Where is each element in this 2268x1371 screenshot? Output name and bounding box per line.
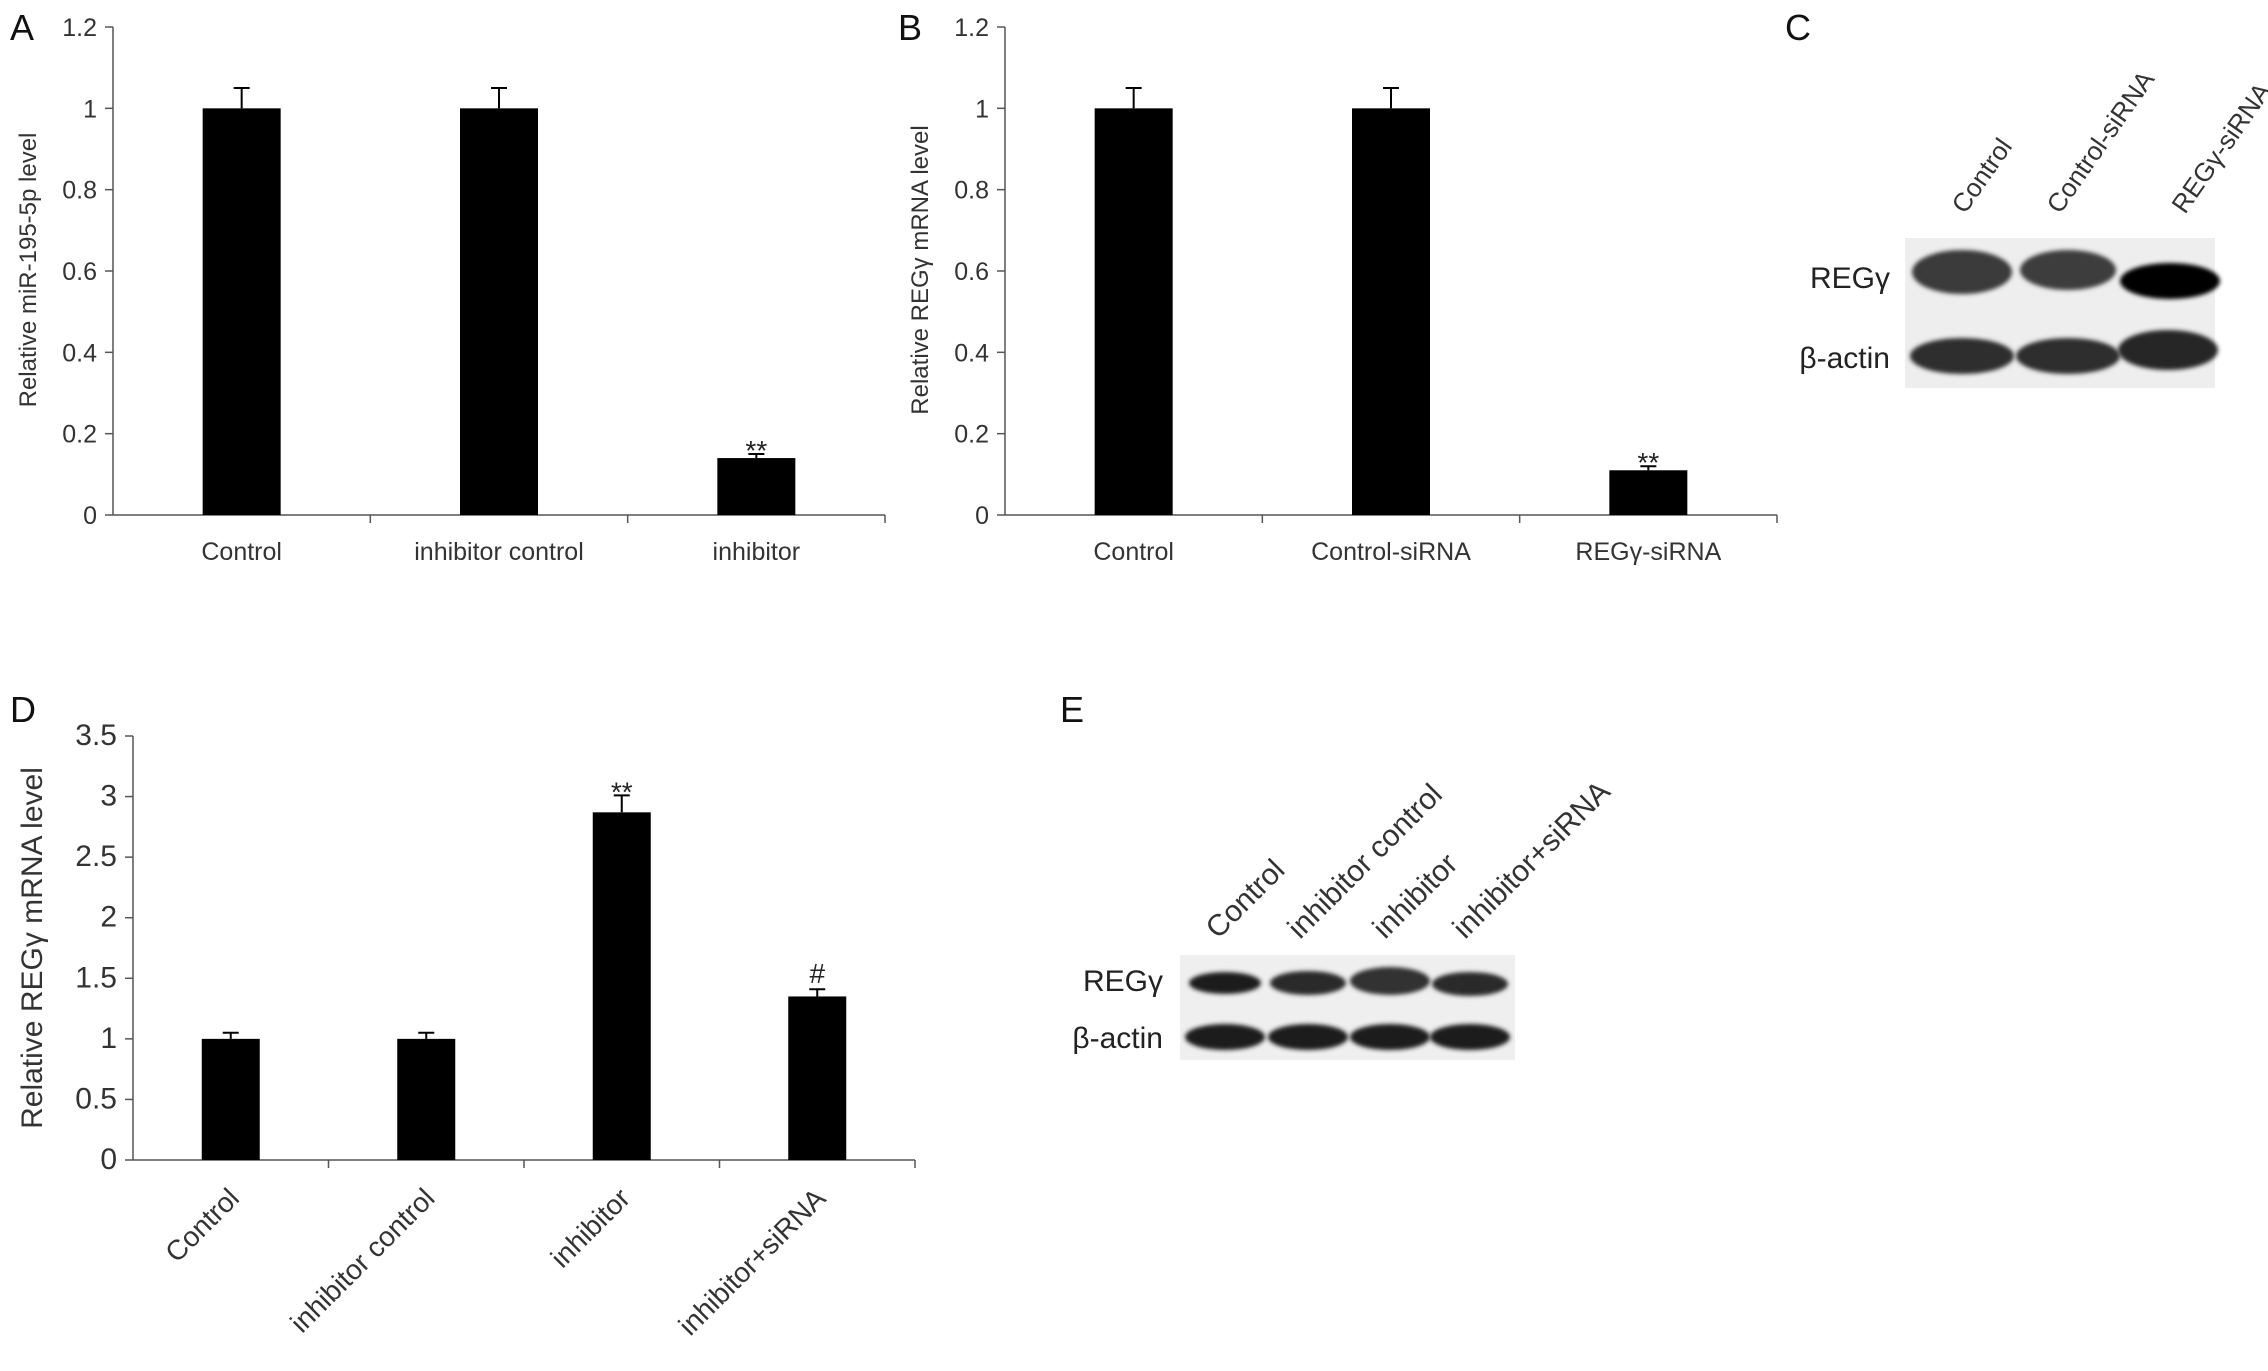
blot-c-band-actin-3 — [2118, 330, 2218, 370]
chart-b: 0 0.2 0.4 0.6 0.8 1 1.2 Relative REGγ mRNA leve… — [907, 14, 1778, 566]
blot-c-band-regy-3 — [2120, 263, 2220, 299]
chart-b-y-tick-label: 0 — [975, 502, 989, 530]
chart-a-y-tick-label: 0.8 — [62, 177, 97, 205]
chart-d-category-label: inhibitor — [545, 1182, 636, 1273]
blot-c-band-regy-2 — [2020, 250, 2116, 290]
chart-a-category-label: Control — [201, 538, 282, 566]
blot-c-band-regy-1 — [1912, 250, 2012, 294]
chart-a-bar — [202, 108, 281, 515]
chart-b-category-label: REGγ-siRNA — [1575, 538, 1721, 566]
chart-a-significance-label: ** — [745, 435, 767, 466]
blot-e-row-label-actin: β-actin — [1072, 1022, 1163, 1055]
blot-c-row-label-regy: REGγ — [1810, 262, 1890, 295]
panel-letter-d: D — [10, 689, 36, 730]
chart-b-category-label: Control-siRNA — [1311, 538, 1471, 566]
chart-d-bar — [201, 1038, 260, 1160]
western-blot-e: REGγ β-actin Control inhibitor control i… — [1072, 775, 1617, 1060]
chart-d-bar — [592, 812, 651, 1160]
chart-d-y-tick-label: 2.5 — [75, 840, 117, 873]
chart-b-y-tick-label: 0.6 — [954, 258, 989, 286]
chart-d-y-tick-label: 1 — [100, 1022, 117, 1055]
chart-a-bar — [460, 108, 538, 515]
chart-d-y-tick-label: 0.5 — [75, 1082, 117, 1115]
chart-a-bar — [717, 458, 796, 515]
western-blot-c: REGγ β-actin Control Control-siRNA REGγ-… — [1799, 65, 2268, 388]
chart-d-y-tick-label: 3.5 — [75, 719, 117, 752]
blot-c-band-actin-2 — [2016, 338, 2120, 374]
chart-a-y-tick-label: 0.6 — [62, 258, 97, 286]
chart-a-category-label: inhibitor control — [414, 538, 584, 566]
blot-e-band-actin-3 — [1350, 1024, 1430, 1050]
blot-e-band-regy-1 — [1189, 972, 1261, 994]
blot-c-row-label-actin: β-actin — [1799, 342, 1890, 375]
chart-d-category-label: inhibitor+siRNA — [673, 1182, 832, 1341]
blot-e-band-actin-4 — [1430, 1024, 1510, 1050]
chart-d-y-tick-label: 1.5 — [75, 961, 117, 994]
panel-letter-b: B — [898, 7, 922, 48]
chart-d-y-axis-label: Relative REGγ mRNA level — [16, 767, 49, 1129]
chart-d-significance-label: # — [809, 958, 825, 989]
blot-e-lane-label-4: inhibitor+siRNA — [1447, 775, 1617, 945]
blot-c-lane-label-2: Control-siRNA — [2040, 65, 2160, 219]
chart-a: 0 0.2 0.4 0.6 0.8 1 1.2 Relative miR-195-5p lev… — [15, 14, 886, 566]
chart-b-bar — [1609, 470, 1688, 515]
chart-d: 0 0.5 1 1.5 2 2.5 3 3.5 Relative REGγ mRNA level… — [16, 719, 916, 1341]
blot-e-lane-label-2: inhibitor control — [1282, 778, 1449, 945]
chart-a-y-tick-label: 0.4 — [62, 339, 97, 367]
chart-a-y-tick-label: 0.2 — [62, 421, 97, 449]
chart-a-y-tick-label: 0 — [83, 502, 97, 530]
blot-e-band-actin-1 — [1185, 1024, 1265, 1050]
chart-a-y-tick-label: 1 — [83, 95, 97, 123]
chart-b-y-tick-label: 0.8 — [954, 177, 989, 205]
panel-letter-e: E — [1060, 689, 1084, 730]
blot-e-lane-label-1: Control — [1200, 853, 1292, 945]
blot-e-band-regy-4 — [1432, 972, 1508, 996]
chart-b-y-tick-label: 0.4 — [954, 339, 989, 367]
chart-d-y-tick-label: 2 — [100, 901, 117, 934]
chart-b-y-axis-label: Relative REGγ mRNA level — [907, 125, 934, 414]
chart-b-y-tick-label: 1 — [975, 95, 989, 123]
blot-c-band-actin-1 — [1910, 338, 2014, 374]
chart-d-bar — [788, 996, 847, 1160]
chart-a-y-axis-label: Relative miR-195-5p level — [15, 133, 42, 408]
chart-b-significance-label: ** — [1637, 447, 1659, 478]
blot-c-lane-label-3: REGγ-siRNA — [2165, 76, 2268, 218]
chart-d-category-label: Control — [159, 1182, 245, 1268]
chart-d-category-label: inhibitor control — [284, 1182, 440, 1338]
blot-e-row-label-regy: REGγ — [1083, 965, 1163, 998]
chart-b-y-tick-label: 0.2 — [954, 421, 989, 449]
panel-letter-c: C — [1785, 7, 1811, 48]
blot-e-band-regy-2 — [1270, 971, 1346, 995]
chart-a-y-tick-label: 1.2 — [62, 14, 97, 42]
chart-b-y-tick-label: 1.2 — [954, 14, 989, 42]
chart-d-y-tick-label: 0 — [100, 1143, 117, 1176]
panel-letter-a: A — [10, 7, 34, 48]
blot-e-band-regy-3 — [1350, 967, 1430, 995]
blot-e-band-actin-2 — [1268, 1024, 1348, 1050]
chart-d-y-tick-label: 3 — [100, 780, 117, 813]
blot-c-lane-label-1: Control — [1945, 133, 2018, 219]
chart-b-bar — [1352, 108, 1430, 515]
chart-a-category-label: inhibitor — [713, 538, 801, 566]
chart-b-category-label: Control — [1093, 538, 1174, 566]
chart-d-significance-label: ** — [611, 776, 633, 807]
chart-d-bar — [397, 1038, 456, 1160]
chart-b-bar — [1094, 108, 1173, 515]
